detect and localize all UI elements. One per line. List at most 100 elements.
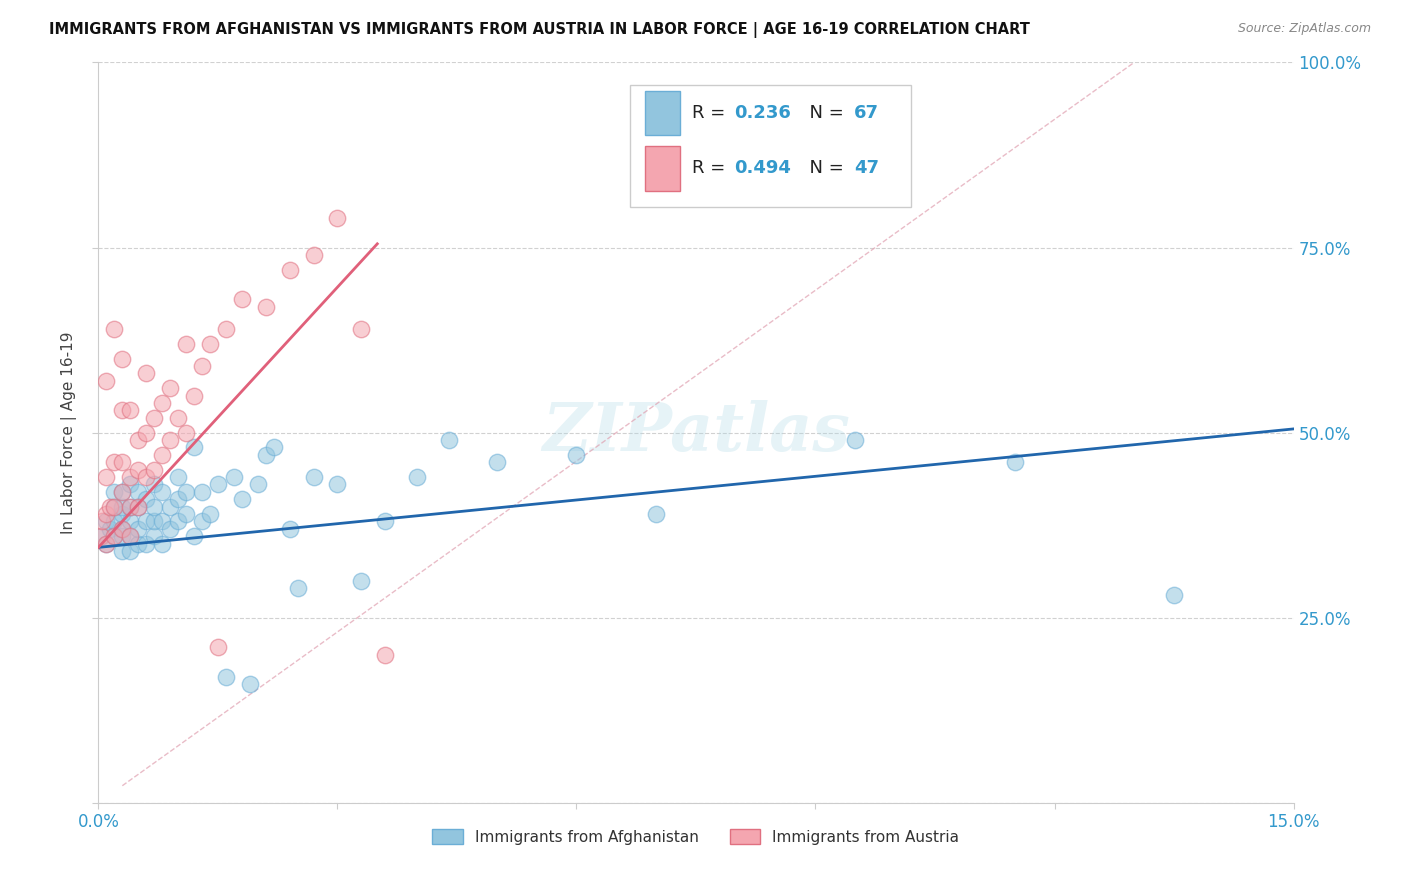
Point xyxy=(222,470,245,484)
Point xyxy=(127,500,149,514)
Point xyxy=(159,500,181,514)
Point xyxy=(1004,455,1026,469)
Point xyxy=(120,544,142,558)
Point xyxy=(120,477,142,491)
Point xyxy=(159,433,181,447)
Point xyxy=(120,500,142,514)
Point xyxy=(198,507,221,521)
Point xyxy=(167,410,190,425)
Point xyxy=(103,484,125,499)
Point xyxy=(231,293,253,307)
Point xyxy=(143,477,166,491)
Point xyxy=(150,515,173,529)
Point xyxy=(127,522,149,536)
Point xyxy=(183,441,205,455)
Point xyxy=(406,470,429,484)
Point xyxy=(565,448,588,462)
Point xyxy=(135,536,157,550)
Point xyxy=(103,529,125,543)
Text: R =: R = xyxy=(692,103,731,122)
Point xyxy=(91,515,114,529)
Bar xyxy=(644,91,681,135)
Point xyxy=(127,433,149,447)
Point xyxy=(246,477,269,491)
Point xyxy=(198,336,221,351)
Text: IMMIGRANTS FROM AFGHANISTAN VS IMMIGRANTS FROM AUSTRIA IN LABOR FORCE | AGE 16-1: IMMIGRANTS FROM AFGHANISTAN VS IMMIGRANT… xyxy=(49,22,1031,38)
Point xyxy=(150,448,173,462)
Point xyxy=(111,529,134,543)
Point xyxy=(120,529,142,543)
Point xyxy=(159,381,181,395)
Point xyxy=(143,410,166,425)
Point xyxy=(96,470,118,484)
Point xyxy=(302,470,325,484)
Point xyxy=(207,640,229,655)
Point xyxy=(135,425,157,440)
Point xyxy=(120,529,142,543)
Point xyxy=(143,500,166,514)
Point xyxy=(278,262,301,277)
Y-axis label: In Labor Force | Age 16-19: In Labor Force | Age 16-19 xyxy=(60,331,77,534)
Point xyxy=(111,403,134,417)
Point xyxy=(111,522,134,536)
Point xyxy=(135,470,157,484)
Point xyxy=(191,484,214,499)
Point xyxy=(143,462,166,476)
Point xyxy=(239,677,262,691)
Point xyxy=(167,492,190,507)
Text: N =: N = xyxy=(797,103,849,122)
Point xyxy=(150,536,173,550)
Point xyxy=(215,670,238,684)
Point xyxy=(150,484,173,499)
Text: ZIPatlas: ZIPatlas xyxy=(543,401,849,465)
Point xyxy=(645,507,668,521)
Legend: Immigrants from Afghanistan, Immigrants from Austria: Immigrants from Afghanistan, Immigrants … xyxy=(426,822,966,851)
FancyBboxPatch shape xyxy=(630,85,911,207)
Point xyxy=(135,515,157,529)
Point xyxy=(111,455,134,469)
Point xyxy=(90,529,112,543)
Point xyxy=(96,515,118,529)
Point xyxy=(254,300,277,314)
Bar xyxy=(644,146,681,191)
Point xyxy=(96,507,118,521)
Point xyxy=(111,544,134,558)
Point xyxy=(191,515,214,529)
Point xyxy=(120,500,142,514)
Point xyxy=(350,574,373,588)
Point xyxy=(103,500,125,514)
Point xyxy=(103,500,125,514)
Point xyxy=(374,515,396,529)
Point xyxy=(263,441,285,455)
Point xyxy=(96,536,118,550)
Point xyxy=(91,529,114,543)
Point xyxy=(326,211,349,225)
Text: 0.494: 0.494 xyxy=(734,160,792,178)
Point xyxy=(207,477,229,491)
Point xyxy=(111,522,134,536)
Point xyxy=(215,322,238,336)
Point xyxy=(127,484,149,499)
Point xyxy=(98,522,122,536)
Point xyxy=(278,522,301,536)
Point xyxy=(183,388,205,402)
Point xyxy=(174,507,197,521)
Point xyxy=(174,425,197,440)
Point xyxy=(111,484,134,499)
Point xyxy=(111,507,134,521)
Text: N =: N = xyxy=(797,160,849,178)
Point xyxy=(1163,589,1185,603)
Point xyxy=(287,581,309,595)
Point xyxy=(437,433,460,447)
Text: Source: ZipAtlas.com: Source: ZipAtlas.com xyxy=(1237,22,1371,36)
Text: 0.236: 0.236 xyxy=(734,103,792,122)
Point xyxy=(326,477,349,491)
Point xyxy=(254,448,277,462)
Point xyxy=(111,484,134,499)
Point xyxy=(191,359,214,373)
Point xyxy=(103,322,125,336)
Point xyxy=(159,522,181,536)
Point xyxy=(485,455,508,469)
Point xyxy=(231,492,253,507)
Point xyxy=(127,462,149,476)
